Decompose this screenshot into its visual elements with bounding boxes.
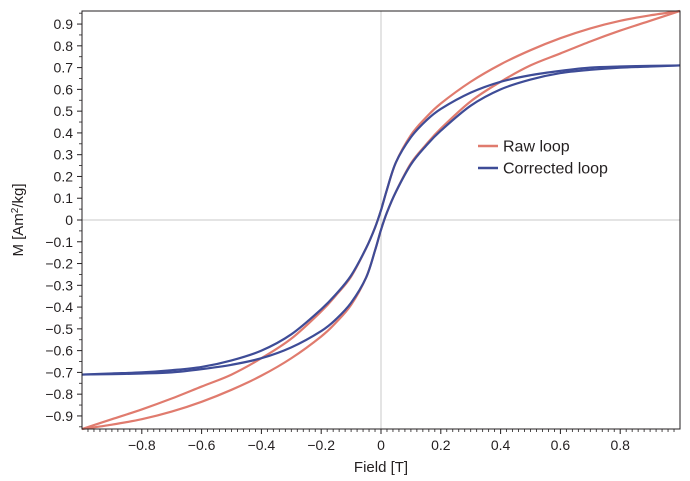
y-axis-title-tail: /kg] (10, 183, 27, 207)
y-tick-label: −0.9 (45, 408, 73, 424)
y-tick-label: 0.8 (54, 38, 74, 54)
y-tick-label: −0.4 (45, 299, 73, 315)
y-tick-label: 0 (65, 212, 73, 228)
y-tick-label: 0.2 (54, 168, 74, 184)
legend: Raw loop Corrected loop (478, 139, 608, 178)
y-tick-label: 0.1 (54, 190, 74, 206)
x-axis-ticks: −0.8 −0.6 −0.4 −0.2 0 0.2 0.4 0.6 0.8 (87, 429, 675, 453)
y-tick-label: −0.8 (45, 386, 73, 402)
legend-label-raw-loop: Raw loop (503, 139, 570, 156)
series-corrected-loop (81, 64, 681, 376)
x-tick-label: 0.8 (610, 437, 630, 453)
legend-label-corrected-loop: Corrected loop (503, 161, 608, 178)
x-tick-label: 0 (377, 437, 385, 453)
y-tick-label: −0.7 (45, 364, 73, 380)
y-tick-label: 0.6 (54, 81, 74, 97)
y-tick-label: −0.2 (45, 256, 73, 272)
y-tick-label: −0.3 (45, 277, 73, 293)
y-axis-title-main: M [Am (10, 213, 27, 256)
x-tick-label: −0.6 (188, 437, 216, 453)
y-tick-label: −0.1 (45, 234, 73, 250)
x-tick-label: −0.2 (307, 437, 335, 453)
y-tick-label: 0.5 (54, 103, 74, 119)
y-axis-title-superscript: 2 (10, 207, 21, 213)
x-tick-label: −0.4 (248, 437, 276, 453)
y-tick-label: 0.3 (54, 147, 74, 163)
corrected-loop-ascending-branch (81, 64, 681, 376)
x-axis-title: Field [T] (354, 459, 408, 476)
y-tick-label: −0.6 (45, 343, 73, 359)
x-tick-label: 0.2 (431, 437, 451, 453)
y-tick-label: 0.4 (54, 125, 74, 141)
x-tick-label: 0.4 (491, 437, 511, 453)
y-tick-label: −0.5 (45, 321, 73, 337)
x-tick-label: 0.6 (551, 437, 571, 453)
series-layer (81, 9, 681, 431)
y-axis-title: M [Am2/kg] (10, 183, 28, 256)
y-tick-label: 0.7 (54, 60, 74, 76)
y-tick-label: 0.9 (54, 16, 74, 32)
x-tick-label: −0.8 (128, 437, 156, 453)
y-axis-ticks: 0.9 0.8 0.7 0.6 0.5 0.4 0.3 0.2 0.1 0 −0.1 −0.2 −0.3… (45, 12, 82, 428)
zero-lines (82, 11, 680, 429)
corrected-loop-descending-branch (81, 64, 681, 376)
